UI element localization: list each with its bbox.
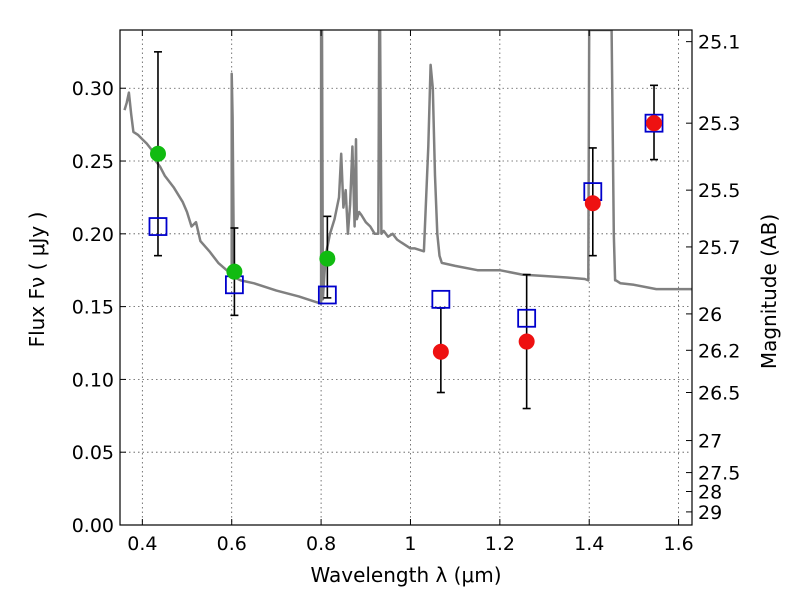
template-spectrum-line	[123, 30, 692, 305]
x-tick-label: 1	[404, 533, 416, 555]
y-right-tick-label: 26	[698, 304, 722, 326]
x-tick-label: 0.8	[306, 533, 336, 555]
ticks-layer: 0.4 0.6 0.8 1 1.2 1.4 1.6 0.00 0.05 0.10 0.15 0.20 0…	[72, 30, 740, 555]
observed-red-point	[518, 333, 535, 350]
y-tick-label: 0.30	[72, 78, 114, 100]
y-right-tick-label: 29	[698, 502, 722, 524]
model-square-point	[644, 113, 664, 133]
grid-layer	[120, 30, 692, 526]
x-tick-label: 0.4	[127, 533, 157, 555]
x-tick-label: 1.2	[485, 533, 515, 555]
y-right-tick-label: 25.5	[698, 180, 740, 202]
y-tick-label: 0.05	[72, 442, 114, 464]
observed-points-layer	[149, 115, 663, 360]
observed-green-point	[226, 263, 243, 280]
model-square-point	[431, 289, 451, 309]
observed-red-point	[584, 195, 601, 212]
y-right-tick-label: 27	[698, 431, 722, 453]
y-tick-label: 0.25	[72, 151, 114, 173]
y-right-tick-label: 26.2	[698, 340, 740, 362]
x-tick-label: 1.6	[663, 533, 693, 555]
x-tick-label: 0.6	[217, 533, 247, 555]
observed-green-point	[149, 145, 166, 162]
y-axis-label: Flux Fν ( μJy )	[25, 212, 49, 348]
model-square-point	[148, 217, 168, 236]
model-squares-layer	[148, 113, 664, 328]
y-tick-label: 0.20	[72, 224, 114, 246]
template-spectrum-layer	[123, 30, 692, 305]
y-right-tick-label: 28	[698, 482, 722, 504]
errorbar-layer	[153, 51, 659, 410]
model-square-point	[517, 308, 537, 328]
y-right-tick-label: 26.5	[698, 383, 740, 405]
y-tick-label: 0.10	[72, 369, 114, 391]
y-right-tick-label: 25.3	[698, 113, 740, 135]
observed-green-point	[319, 250, 336, 267]
y-right-axis-label: Magnitude (AB)	[757, 214, 781, 369]
y-right-tick-label: 27.5	[698, 463, 740, 485]
y-right-tick-label: 25.7	[698, 237, 740, 259]
y-tick-label: 0.00	[72, 515, 114, 537]
y-right-tick-label: 25.1	[698, 32, 740, 54]
x-axis-label: Wavelength λ (μm)	[310, 563, 501, 587]
observed-red-point	[432, 343, 449, 360]
observed-red-point	[646, 115, 663, 132]
x-tick-label: 1.4	[574, 533, 604, 555]
plot-frame	[119, 29, 693, 526]
model-square-point	[317, 285, 337, 305]
y-tick-label: 0.15	[72, 297, 114, 319]
